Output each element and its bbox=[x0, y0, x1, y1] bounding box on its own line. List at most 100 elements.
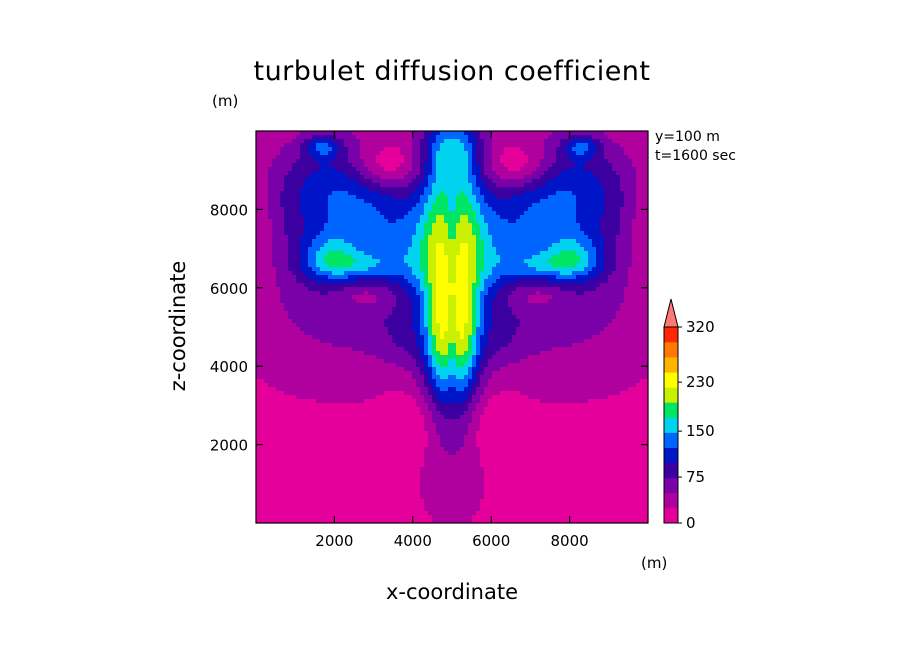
contour-cell bbox=[452, 303, 457, 308]
contour-cell bbox=[260, 319, 265, 324]
contour-cell bbox=[416, 459, 421, 464]
contour-cell bbox=[364, 519, 369, 523]
contour-cell bbox=[456, 215, 461, 220]
contour-cell bbox=[344, 175, 349, 180]
contour-cell bbox=[340, 179, 345, 184]
contour-cell bbox=[296, 175, 301, 180]
contour-cell bbox=[268, 187, 273, 192]
contour-cell bbox=[396, 407, 401, 412]
contour-cell bbox=[368, 335, 373, 340]
contour-cell bbox=[292, 227, 297, 232]
contour-cell bbox=[436, 307, 441, 312]
contour-cell bbox=[348, 395, 353, 400]
contour-cell bbox=[348, 419, 353, 424]
contour-cell bbox=[292, 279, 297, 284]
contour-cell bbox=[320, 159, 325, 164]
contour-cell bbox=[384, 351, 389, 356]
contour-cell bbox=[352, 227, 357, 232]
contour-cell bbox=[456, 371, 461, 376]
contour-cell bbox=[268, 471, 273, 476]
contour-cell bbox=[448, 207, 453, 212]
contour-cell bbox=[312, 411, 317, 416]
contour-cell bbox=[336, 235, 341, 240]
contour-cell bbox=[368, 231, 373, 236]
contour-cell bbox=[280, 419, 285, 424]
contour-cell bbox=[324, 435, 329, 440]
contour-cell bbox=[336, 415, 341, 420]
contour-cell bbox=[260, 235, 265, 240]
contour-cell bbox=[288, 459, 293, 464]
contour-cell bbox=[308, 235, 313, 240]
contour-cell bbox=[452, 295, 457, 300]
contour-cell bbox=[440, 175, 445, 180]
contour-cell bbox=[380, 355, 385, 360]
contour-cell bbox=[316, 435, 321, 440]
contour-cell bbox=[264, 139, 269, 144]
contour-cell bbox=[356, 367, 361, 372]
contour-cell bbox=[444, 411, 449, 416]
contour-cell bbox=[288, 275, 293, 280]
contour-cell bbox=[256, 131, 261, 136]
contour-cell bbox=[360, 355, 365, 360]
contour-cell bbox=[280, 471, 285, 476]
contour-cell bbox=[320, 287, 325, 292]
contour-cell bbox=[416, 467, 421, 472]
contour-cell bbox=[388, 143, 393, 148]
contour-cell bbox=[324, 347, 329, 352]
contour-cell bbox=[432, 483, 437, 488]
contour-cell bbox=[448, 479, 453, 484]
contour-cell bbox=[348, 499, 353, 504]
contour-cell bbox=[396, 139, 401, 144]
contour-cell bbox=[416, 231, 421, 236]
contour-cell bbox=[324, 139, 329, 144]
contour-cell bbox=[412, 347, 417, 352]
contour-cell bbox=[424, 279, 429, 284]
contour-cell bbox=[284, 415, 289, 420]
contour-cell bbox=[272, 423, 277, 428]
contour-cell bbox=[264, 387, 269, 392]
contour-cell bbox=[272, 511, 277, 516]
contour-cell bbox=[296, 359, 301, 364]
contour-cell bbox=[332, 347, 337, 352]
contour-cell bbox=[320, 167, 325, 172]
contour-cell bbox=[276, 395, 281, 400]
contour-cell bbox=[456, 359, 461, 364]
contour-cell bbox=[332, 299, 337, 304]
contour-cell bbox=[276, 443, 281, 448]
contour-cell bbox=[400, 311, 405, 316]
contour-cell bbox=[380, 167, 385, 172]
contour-cell bbox=[328, 283, 333, 288]
contour-cell bbox=[284, 375, 289, 380]
contour-cell bbox=[296, 367, 301, 372]
contour-cell bbox=[328, 467, 333, 472]
contour-cell bbox=[392, 163, 397, 168]
contour-cell bbox=[436, 199, 441, 204]
contour-cell bbox=[260, 323, 265, 328]
contour-cell bbox=[416, 179, 421, 184]
contour-cell bbox=[272, 155, 277, 160]
contour-cell bbox=[340, 519, 345, 523]
contour-cell bbox=[372, 275, 377, 280]
contour-cell bbox=[264, 335, 269, 340]
contour-cell bbox=[356, 407, 361, 412]
contour-cell bbox=[416, 175, 421, 180]
contour-cell bbox=[440, 487, 445, 492]
contour-cell bbox=[380, 195, 385, 200]
contour-cell bbox=[264, 483, 269, 488]
contour-cell bbox=[448, 135, 453, 140]
contour-cell bbox=[408, 315, 413, 320]
contour-cell bbox=[388, 323, 393, 328]
contour-cell bbox=[380, 215, 385, 220]
contour-cell bbox=[420, 331, 425, 336]
contour-cell bbox=[424, 163, 429, 168]
contour-cell bbox=[432, 515, 437, 520]
contour-cell bbox=[416, 435, 421, 440]
contour-cell bbox=[420, 519, 425, 523]
contour-cell bbox=[400, 283, 405, 288]
contour-cell bbox=[372, 171, 377, 176]
contour-cell bbox=[364, 263, 369, 268]
contour-cell bbox=[412, 399, 417, 404]
contour-cell bbox=[448, 519, 453, 523]
contour-cell bbox=[344, 367, 349, 372]
contour-cell bbox=[272, 163, 277, 168]
